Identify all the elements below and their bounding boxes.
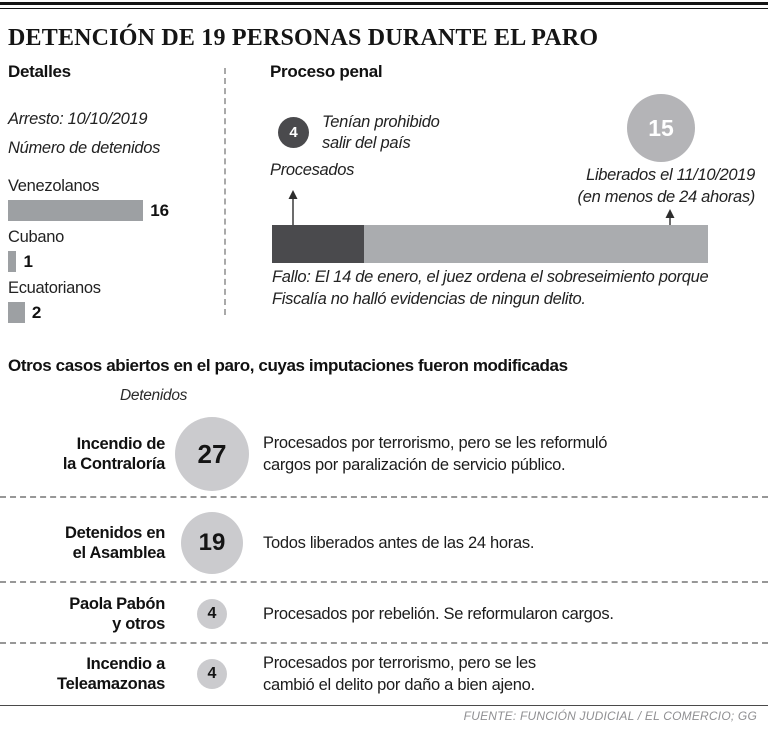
procesados-bar-segment — [272, 225, 364, 263]
case-description: Procesados por terrorismo, pero se les r… — [263, 434, 608, 474]
row-separator — [0, 496, 768, 498]
case-name: Incendio de la Contraloría — [62, 435, 165, 473]
row-separator — [0, 642, 768, 644]
liberados-bar-segment — [363, 225, 708, 263]
case-description: Todos liberados antes de las 24 horas. — [263, 534, 535, 552]
top-rule-thin — [0, 8, 768, 9]
other-cases-header: Otros casos abiertos en el paro, cuyas i… — [8, 356, 568, 375]
ruling-note-line2: Fiscalía no halló evidencias de ningun d… — [272, 290, 586, 308]
liberados-label-line1: Liberados el 11/10/2019 — [586, 166, 755, 184]
detained-count-badge: 4 — [197, 659, 227, 689]
bar-group-venezolanos: Venezolanos 16 — [8, 177, 218, 221]
ruling-note-line1: Fallo: El 14 de enero, el juez ordena el… — [272, 268, 709, 286]
bar-label-cubano: Cubano — [8, 228, 64, 246]
bar-value-cubano: 1 — [23, 251, 33, 271]
source-credit: FUENTE: FUNCIÓN JUDICIAL / EL COMERCIO; … — [463, 709, 757, 723]
case-row-teleamazonas: Incendio a Teleamazonas 4 Procesados por… — [0, 648, 768, 700]
detained-count-label: Número de detenidos — [8, 139, 161, 157]
detained-count-badge: 27 — [175, 417, 249, 491]
bar-value-venezolanos: 16 — [150, 200, 170, 220]
procesados-count: 4 — [289, 124, 298, 141]
procesados-count-badge: 4 — [278, 117, 309, 148]
page-title: DETENCIÓN DE 19 PERSONAS DURANTE EL PARO — [8, 25, 599, 51]
travel-ban-note: Tenían prohibido salir del país — [322, 112, 440, 154]
arrest-date-label: Arresto: 10/10/2019 — [8, 110, 148, 128]
case-description: Procesados por terrorismo, pero se les c… — [263, 654, 536, 694]
travel-ban-note-line2: salir del país — [322, 134, 411, 152]
liberados-label-line2: (en menos de 24 ahoras) — [577, 188, 756, 206]
case-row-pabon: Paola Pabón y otros 4 Procesados por reb… — [0, 588, 768, 640]
detenidos-column-label: Detenidos — [120, 387, 188, 404]
vertical-dashed-divider — [224, 68, 226, 315]
procesados-label: Procesados — [270, 161, 355, 179]
travel-ban-note-line1: Tenían prohibido — [322, 113, 440, 131]
process-section-header: Proceso penal — [270, 62, 383, 81]
case-row-contraloria: Incendio de la Contraloría 27 Procesados… — [0, 412, 768, 496]
details-section-header: Detalles — [8, 62, 71, 81]
case-name: Detenidos en el Asamblea — [64, 524, 165, 562]
case-row-asamblea: Detenidos en el Asamblea 19 Todos libera… — [0, 503, 768, 583]
row-separator — [0, 581, 768, 583]
case-name: Incendio a Teleamazonas — [57, 655, 165, 693]
bar-label-venezolanos: Venezolanos — [8, 177, 100, 195]
detained-count-badge: 19 — [181, 512, 243, 574]
bar-group-cubano: Cubano 1 — [8, 228, 218, 272]
bar-label-ecuatorianos: Ecuatorianos — [8, 279, 101, 297]
case-name: Paola Pabón y otros — [69, 595, 165, 633]
case-description: Procesados por rebelión. Se reformularon… — [263, 605, 614, 623]
liberados-count-badge: 15 — [627, 94, 695, 162]
bar-cubano — [8, 251, 17, 272]
bar-group-ecuatorianos: Ecuatorianos 2 — [8, 279, 218, 323]
detained-count-badge: 4 — [197, 599, 227, 629]
process-stacked-bar — [272, 225, 708, 263]
footer-rule — [0, 705, 768, 706]
bar-venezolanos — [8, 200, 144, 221]
liberados-count: 15 — [648, 114, 674, 141]
top-rule-thick — [0, 2, 768, 5]
bar-value-ecuatorianos: 2 — [31, 302, 42, 322]
nationality-bar-chart: Venezolanos 16 Cubano 1 Ecuatorianos 2 — [8, 177, 218, 330]
bar-ecuatorianos — [8, 302, 25, 323]
